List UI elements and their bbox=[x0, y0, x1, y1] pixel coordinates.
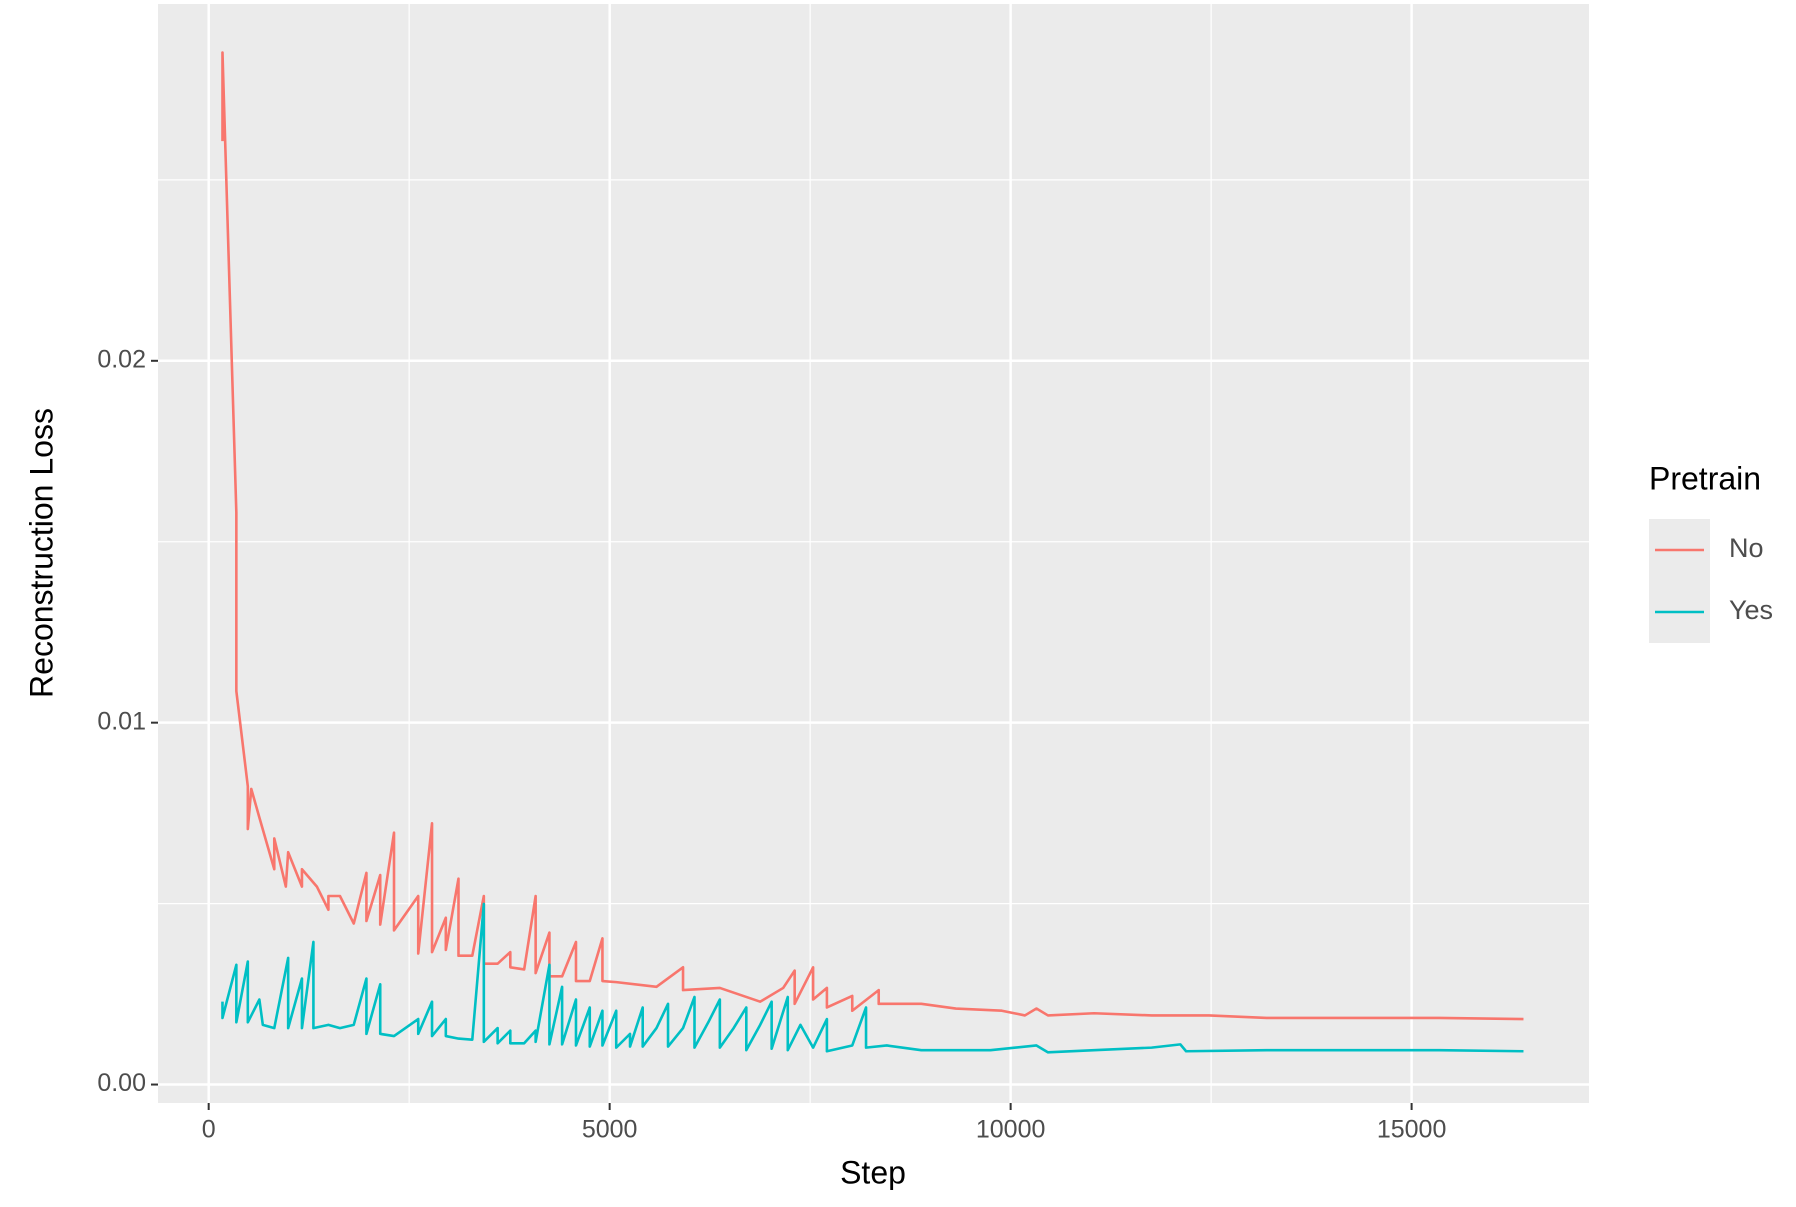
x-tick-label: 5000 bbox=[582, 1116, 638, 1144]
x-tick-label: 15000 bbox=[1377, 1116, 1447, 1144]
legend-label: Yes bbox=[1729, 595, 1773, 625]
series-line bbox=[221, 902, 1524, 1054]
legend-key-background bbox=[1649, 519, 1710, 643]
x-tick-label: 0 bbox=[202, 1116, 216, 1144]
x-axis-title: Step bbox=[840, 1154, 906, 1190]
x-tick-label: 10000 bbox=[976, 1116, 1046, 1144]
series-line bbox=[221, 51, 1524, 1021]
y-axis-title: Reconstruction Loss bbox=[23, 408, 59, 698]
y-tick-label: 0.01 bbox=[97, 707, 146, 735]
y-tick-label: 0.02 bbox=[97, 345, 146, 373]
legend-label: No bbox=[1729, 533, 1764, 563]
legend-title: Pretrain bbox=[1649, 460, 1761, 496]
y-tick-label: 0.00 bbox=[97, 1069, 146, 1097]
panel-background bbox=[158, 4, 1589, 1103]
